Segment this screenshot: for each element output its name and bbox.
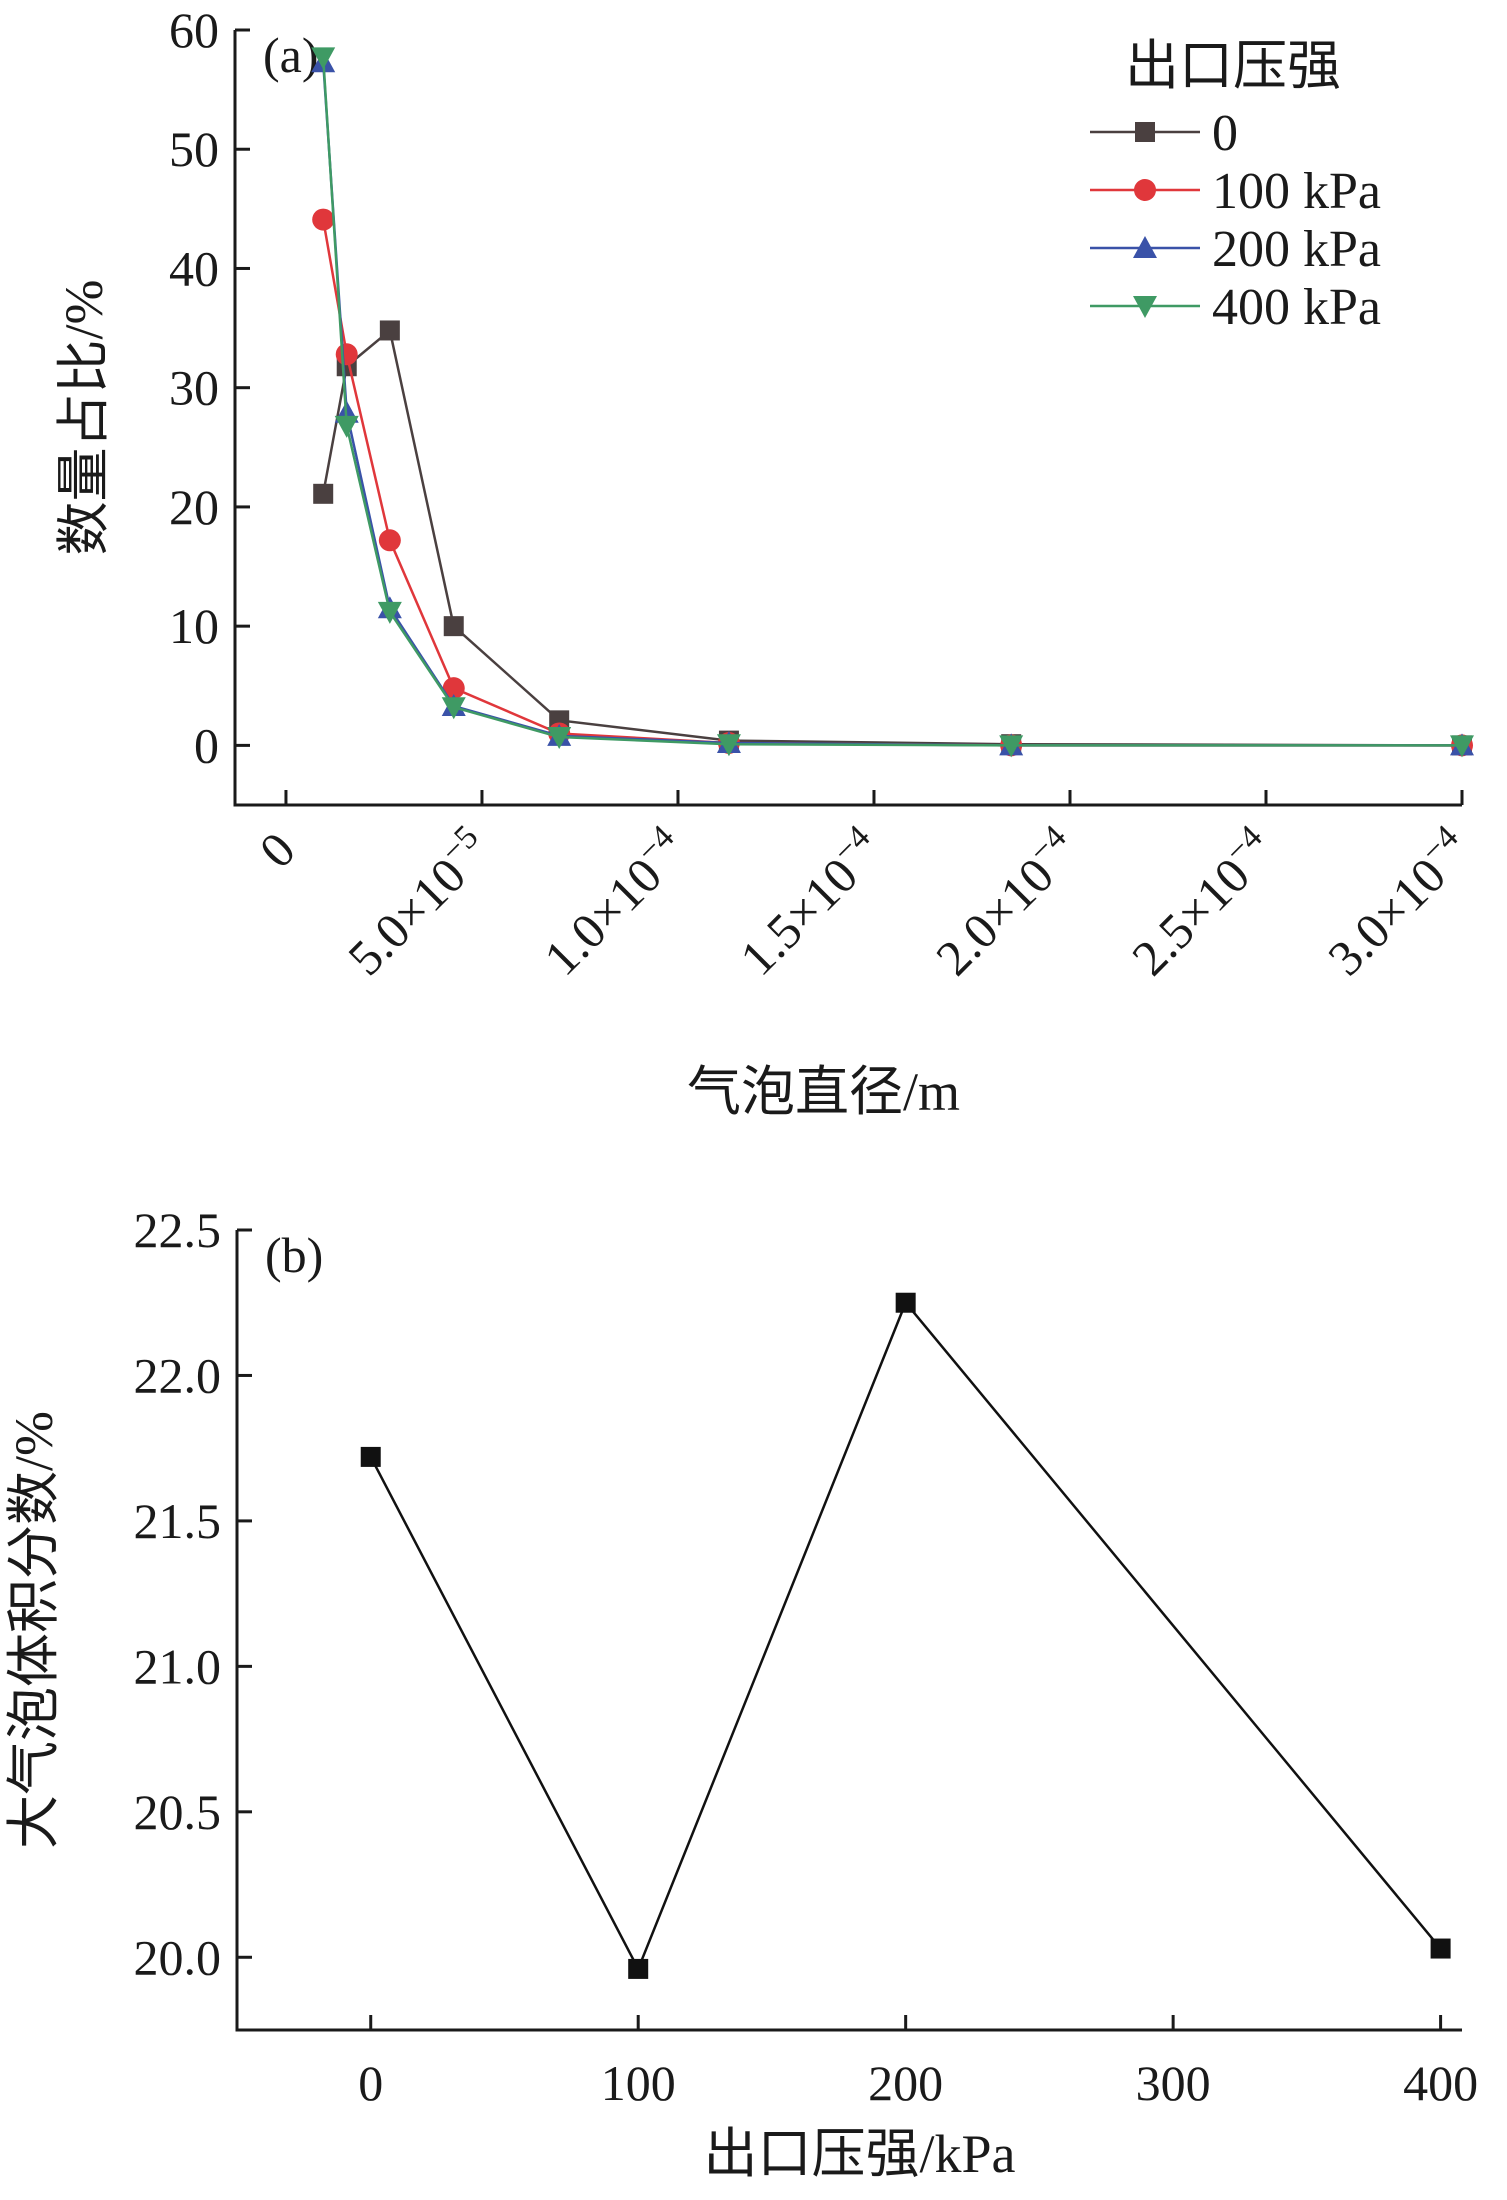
legend-label: 200 kPa <box>1212 221 1381 278</box>
data-point <box>360 1446 381 1467</box>
data-point <box>716 734 741 757</box>
x-tick-mantissa: 5.0×10 <box>337 847 476 986</box>
data-point <box>1430 1938 1451 1959</box>
panel-label: (a) <box>263 27 319 83</box>
data-point <box>547 727 572 750</box>
y-tick-label: 60 <box>169 2 219 58</box>
x-tick-label: 0 <box>358 2055 383 2111</box>
x-tick-label: 1.5×10−4 <box>726 818 894 986</box>
x-tick-mantissa: 3.0×10 <box>1317 847 1456 986</box>
x-tick-label: 400 <box>1403 2055 1478 2111</box>
series-line <box>321 57 1462 747</box>
y-tick-label: 22.5 <box>134 1202 222 1258</box>
y-tick-label: 50 <box>169 121 219 177</box>
y-tick-label: 20 <box>169 479 219 535</box>
y-axis-title: 大气泡体积分数/% <box>4 1411 64 1849</box>
data-point <box>999 735 1024 758</box>
x-tick-mantissa: 2.0×10 <box>925 847 1064 986</box>
data-point <box>442 677 465 700</box>
x-tick-mantissa: 0 <box>248 821 305 878</box>
x-tick-label: 0 <box>248 821 305 878</box>
y-tick-label: 10 <box>169 598 219 654</box>
data-point <box>313 483 334 504</box>
legend-title: 出口压强 <box>1125 36 1341 96</box>
x-tick-label: 300 <box>1136 2055 1211 2111</box>
x-tick-label: 100 <box>601 2055 676 2111</box>
legend-marker <box>1134 179 1156 201</box>
y-tick-label: 30 <box>169 360 219 416</box>
series-line <box>321 328 1463 747</box>
y-axis-title: 数量占比/% <box>54 280 114 556</box>
legend-label: 100 kPa <box>1212 163 1381 220</box>
series-line <box>369 1300 1442 1972</box>
data-point <box>441 697 466 720</box>
y-tick-label: 21.5 <box>134 1493 222 1549</box>
data-point <box>312 208 335 231</box>
data-point <box>443 616 464 637</box>
axis-frame <box>235 1230 1462 2032</box>
x-tick-label: 2.5×10−4 <box>1118 818 1286 986</box>
y-tick-label: 21.0 <box>134 1638 222 1694</box>
x-tick-mantissa: 1.0×10 <box>533 847 672 986</box>
y-tick-label: 20.0 <box>134 1929 222 1985</box>
legend-label: 400 kPa <box>1212 279 1381 336</box>
x-tick-label: 2.0×10−4 <box>922 818 1090 986</box>
x-axis-title: 气泡直径/m <box>687 1062 960 1122</box>
x-axis-title: 出口压强/kPa <box>703 2124 1015 2184</box>
x-tick-mantissa: 1.5×10 <box>729 847 868 986</box>
y-tick-label: 40 <box>169 240 219 296</box>
y-tick-label: 0 <box>194 717 219 773</box>
data-point <box>378 529 401 552</box>
legend-marker <box>1135 122 1155 142</box>
data-point <box>895 1292 916 1313</box>
legend-marker <box>1133 236 1157 258</box>
x-tick-label: 3.0×10−4 <box>1314 818 1482 986</box>
data-point <box>334 415 359 438</box>
legend-label: 0 <box>1212 105 1238 162</box>
panel-label: (b) <box>265 1227 323 1283</box>
data-point <box>377 601 402 624</box>
legend-marker <box>1133 296 1157 318</box>
data-point <box>335 343 358 366</box>
data-point <box>628 1958 649 1979</box>
x-tick-label: 1.0×10−4 <box>530 818 698 986</box>
data-point <box>311 47 336 70</box>
x-tick-mantissa: 2.5×10 <box>1121 847 1260 986</box>
chart-b: 20.0 20.5 21.0 21.5 22.0 22.5 0 100 200 300 400 出口压… <box>4 1202 1478 2184</box>
y-tick-label: 22.0 <box>134 1347 222 1403</box>
y-tick-label: 20.5 <box>134 1784 222 1840</box>
x-tick-label: 200 <box>868 2055 943 2111</box>
data-point <box>379 320 400 341</box>
axis-frame <box>233 30 1462 807</box>
x-tick-label: 5.0×10−5 <box>334 818 502 986</box>
data-point <box>1450 735 1474 758</box>
